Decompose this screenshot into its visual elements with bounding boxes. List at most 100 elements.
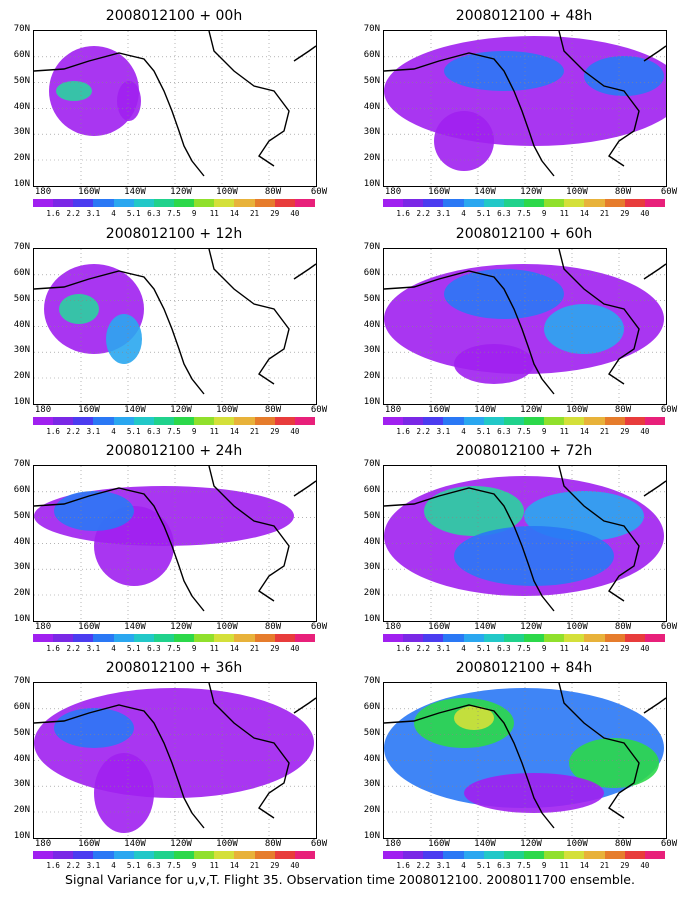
colorbar-swatch bbox=[584, 851, 605, 859]
latitude-label: 50N bbox=[13, 510, 30, 521]
colorbar-swatch bbox=[463, 417, 484, 425]
latitude-label: 20N bbox=[363, 371, 380, 382]
longitude-label: 80W bbox=[614, 622, 632, 632]
longitude-label: 80W bbox=[614, 405, 632, 415]
colorbar-swatch bbox=[113, 634, 134, 642]
map-canvas bbox=[384, 683, 666, 838]
colorbar-label: 29 bbox=[270, 427, 280, 436]
map-canvas bbox=[384, 31, 666, 186]
colorbar-label: 29 bbox=[270, 644, 280, 653]
colorbar-label: 7.5 bbox=[167, 209, 181, 218]
colorbar-swatch bbox=[194, 417, 215, 425]
variance-map bbox=[383, 682, 667, 839]
colorbar-swatch bbox=[503, 417, 524, 425]
panel-title: 2008012100 + 48h bbox=[455, 8, 593, 24]
latitude-label: 50N bbox=[13, 75, 30, 86]
variance-region bbox=[434, 111, 494, 171]
map-panel: 2008012100 + 12h 70N 60N 50N 40N 30N 20N 10N 180… bbox=[0, 226, 350, 444]
latitude-label: 20N bbox=[13, 371, 30, 382]
colorbar-label: 9 bbox=[541, 427, 547, 436]
colorbar-label: 4 bbox=[461, 644, 466, 653]
colorbar-swatch bbox=[234, 851, 255, 859]
colorbar-swatch bbox=[564, 199, 585, 207]
variance-region bbox=[584, 56, 664, 96]
variance-region bbox=[544, 304, 624, 354]
longitude-label: 140W bbox=[474, 187, 496, 197]
colorbar-swatch bbox=[153, 634, 174, 642]
colorbar-label: 7.5 bbox=[167, 644, 181, 653]
colorbar-label: 7.5 bbox=[167, 427, 181, 436]
longitude-label: 100W bbox=[566, 839, 588, 849]
latitude-label: 10N bbox=[13, 179, 30, 189]
colorbar-swatch bbox=[214, 199, 235, 207]
colorbar-label: 3.1 bbox=[86, 861, 101, 870]
colorbar-swatch bbox=[113, 199, 134, 207]
colorbar-label: 6.3 bbox=[497, 861, 511, 870]
colorbar-label: 2.2 bbox=[416, 861, 431, 870]
colorbar-swatch bbox=[254, 417, 275, 425]
longitude-label: 160W bbox=[428, 405, 450, 415]
colorbar-label: 14 bbox=[579, 427, 589, 436]
coastline bbox=[384, 683, 666, 829]
map-panel: 2008012100 + 24h 70N 60N 50N 40N 30N 20N 10N 180… bbox=[0, 443, 350, 661]
latitude-label: 50N bbox=[363, 727, 380, 738]
colorbar-swatch bbox=[53, 199, 74, 207]
latitude-label: 20N bbox=[363, 153, 380, 164]
colorbar-swatch bbox=[423, 199, 444, 207]
colorbar-swatch bbox=[383, 199, 404, 207]
variance-map bbox=[33, 682, 317, 839]
latitude-label: 40N bbox=[13, 319, 30, 330]
map-panel: 2008012100 + 00h 70N 60N 50N 40N 30N 20N 10N 180… bbox=[0, 8, 350, 226]
colorbar-swatch bbox=[644, 417, 665, 425]
colorbar-swatch bbox=[624, 634, 645, 642]
longitude-label: 180 bbox=[34, 839, 52, 849]
colorbar-swatch bbox=[544, 417, 565, 425]
colorbar-swatch bbox=[113, 851, 134, 859]
colorbar-swatch bbox=[53, 634, 74, 642]
colorbar-label: 3.1 bbox=[436, 209, 451, 218]
longitude-label: 180 bbox=[34, 405, 52, 415]
colorbar-label: 4 bbox=[461, 861, 466, 870]
colorbar-label: 5.1 bbox=[126, 861, 141, 870]
colorbar-label: 14 bbox=[229, 861, 239, 870]
longitude-label: 60W bbox=[660, 839, 678, 849]
latitude-label: 40N bbox=[363, 536, 380, 547]
variance-map bbox=[33, 465, 317, 622]
colorbar-label: 5.1 bbox=[476, 209, 491, 218]
colorbar-swatch bbox=[523, 417, 545, 425]
figure-caption: Signal Variance for u,v,T. Flight 35. Ob… bbox=[65, 872, 635, 887]
latitude-label: 40N bbox=[363, 319, 380, 330]
variance-region bbox=[59, 294, 99, 324]
colorbar-swatch bbox=[544, 199, 565, 207]
colorbar-label: 4 bbox=[111, 644, 116, 653]
colorbar-swatch bbox=[33, 634, 54, 642]
colorbar bbox=[383, 417, 665, 425]
longitude-label: 160W bbox=[78, 622, 100, 632]
colorbar-swatch bbox=[73, 417, 94, 425]
latitude-label: 20N bbox=[363, 588, 380, 599]
longitude-label: 120W bbox=[520, 622, 542, 632]
colorbar-label: 21 bbox=[250, 427, 260, 436]
latitude-label: 60N bbox=[363, 49, 380, 60]
longitude-label: 60W bbox=[310, 622, 328, 632]
colorbar-label: 40 bbox=[290, 209, 300, 218]
colorbar-label: 7.5 bbox=[517, 861, 531, 870]
longitude-label: 100W bbox=[566, 187, 588, 197]
colorbar-swatch bbox=[383, 417, 404, 425]
colorbar-label: 2.2 bbox=[66, 644, 81, 653]
colorbar-swatch bbox=[523, 199, 545, 207]
colorbar-swatch bbox=[584, 634, 605, 642]
colorbar-label: 11 bbox=[209, 209, 219, 218]
colorbar-label: 14 bbox=[229, 209, 239, 218]
longitude-label: 140W bbox=[124, 622, 146, 632]
colorbar-swatch bbox=[93, 417, 114, 425]
latitude-label: 40N bbox=[13, 536, 30, 547]
longitude-label: 80W bbox=[264, 839, 282, 849]
colorbar-swatch bbox=[483, 634, 504, 642]
colorbar-swatch bbox=[93, 851, 114, 859]
colorbar-label: 40 bbox=[640, 427, 650, 436]
longitude-label: 160W bbox=[78, 405, 100, 415]
colorbar-swatch bbox=[383, 634, 404, 642]
colorbar-swatch bbox=[463, 851, 484, 859]
longitude-label: 160W bbox=[78, 187, 100, 197]
